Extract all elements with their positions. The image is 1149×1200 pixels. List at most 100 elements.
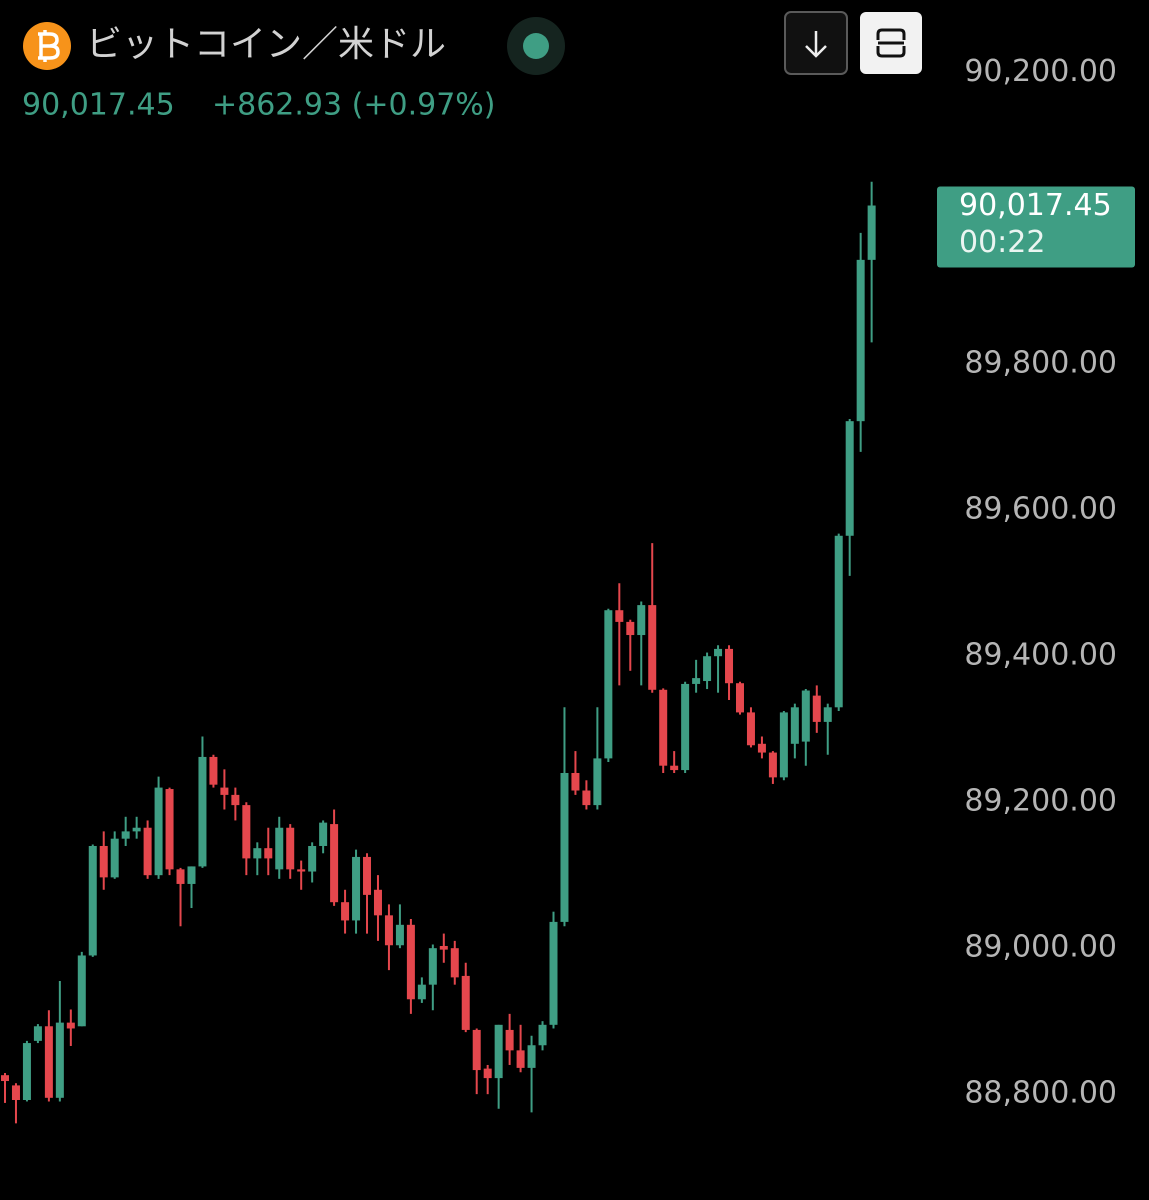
candle-body [505, 1029, 514, 1051]
price-change: +862.93 (+0.97%) [212, 88, 496, 123]
candle-body [812, 695, 821, 722]
candle-body [560, 772, 569, 922]
candle-body [703, 656, 712, 682]
candle-body [637, 605, 646, 636]
candle-body [319, 822, 328, 846]
candle-body [341, 902, 350, 921]
candle-body [461, 975, 470, 1030]
candle-body [417, 984, 426, 1000]
status-dot [523, 33, 549, 59]
candle-body [790, 707, 799, 744]
candle-body [670, 765, 679, 771]
candle-body [242, 805, 251, 859]
y-tick-label: 88,800.00 [964, 1076, 1117, 1111]
candle-body [516, 1050, 525, 1068]
candle-body [582, 790, 591, 806]
candle-body [253, 848, 262, 859]
candle-body [725, 648, 734, 684]
candle-body [779, 712, 788, 778]
candle-body [681, 683, 690, 771]
candle-body [428, 948, 437, 985]
y-tick-label: 89,600.00 [964, 492, 1117, 527]
y-tick-label: 89,200.00 [964, 784, 1117, 819]
candle-body [571, 772, 580, 791]
candle-body [11, 1085, 20, 1100]
candle-body [472, 1029, 481, 1071]
candle-body [395, 924, 404, 946]
candle-body [604, 610, 613, 759]
candle-body [867, 205, 876, 260]
candle-body [77, 955, 86, 1027]
candle-body [154, 787, 163, 876]
candle-body [22, 1043, 31, 1100]
arrow-icon [805, 31, 827, 58]
candle-body [450, 948, 459, 978]
symbol-title: ビットコイン／米ドル [86, 24, 446, 65]
candle-body [110, 838, 119, 878]
countdown: 00:22 [959, 225, 1045, 260]
candle-body [1, 1075, 9, 1082]
candle-body [231, 794, 240, 806]
candle-body [834, 535, 843, 708]
candle-body [757, 743, 766, 753]
candle-body [297, 869, 306, 872]
candle-body [615, 610, 624, 622]
scroll-button[interactable] [784, 11, 848, 75]
candle-body [856, 259, 865, 422]
candle-body [538, 1024, 547, 1046]
candle-body [121, 831, 130, 839]
candle-body [33, 1026, 42, 1041]
y-tick-label: 89,800.00 [964, 346, 1117, 381]
candle-body [55, 1022, 64, 1098]
y-tick-label: 89,000.00 [964, 930, 1117, 965]
candle-body [384, 915, 393, 946]
candle-body [845, 421, 854, 536]
candle-body [823, 707, 832, 722]
candle-body [99, 845, 108, 878]
candle-body [187, 866, 196, 884]
candle-body [549, 921, 558, 1025]
candle-body [593, 758, 602, 806]
candle-body [264, 848, 273, 859]
candle-body [363, 856, 372, 895]
candle-body [626, 621, 635, 636]
candle-body [275, 827, 284, 870]
candle-body [198, 756, 207, 867]
y-tick-label: 89,400.00 [964, 638, 1117, 673]
y-tick-label: 90,200.00 [964, 54, 1117, 89]
candle-body [88, 845, 97, 956]
candle-body [659, 689, 668, 766]
candle-body [406, 924, 415, 1000]
candle-body [735, 683, 744, 713]
candle-body [746, 712, 755, 746]
candle-body [692, 678, 701, 684]
price-axis: 88,800.00 89,000.00 89,200.00 89,400.00 89,6… [937, 54, 1135, 1111]
fullscreen-button[interactable] [860, 12, 922, 74]
candle-body [286, 827, 295, 870]
candle-body [132, 827, 141, 832]
last-price-tag [937, 186, 1135, 268]
candle-body [220, 787, 229, 795]
last-price: 90,017.45 [22, 88, 175, 123]
candle-body [308, 845, 317, 872]
candle-body [648, 605, 657, 690]
bitcoin-glyph [38, 30, 60, 62]
frame-icon [876, 28, 906, 58]
candle-body [714, 648, 723, 657]
candle-body [801, 690, 810, 742]
candle-body [483, 1068, 492, 1079]
candle-body [44, 1026, 53, 1098]
last-price-tag-label: 90,017.45 [959, 188, 1112, 223]
candle-body [66, 1022, 75, 1029]
candle-body [352, 856, 361, 921]
candle-body [768, 752, 777, 778]
candle-body [494, 1024, 503, 1079]
candle-body [209, 756, 218, 785]
candle-body [527, 1045, 536, 1068]
candle-body [143, 827, 152, 876]
candle-body [330, 824, 339, 903]
candle-body [439, 945, 448, 950]
